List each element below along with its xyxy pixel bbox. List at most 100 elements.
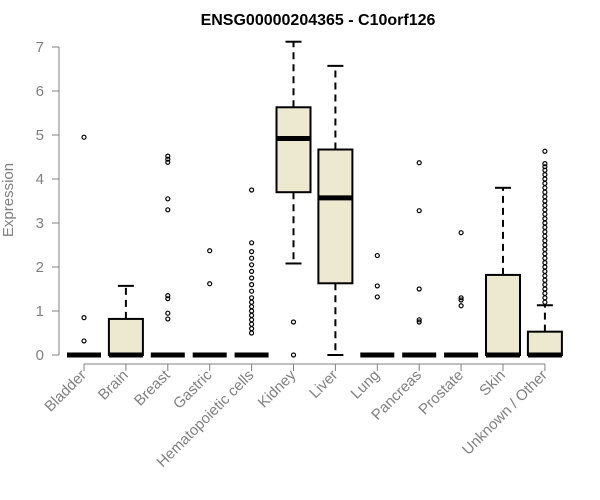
outlier-point: [416, 319, 422, 325]
outlier-point: [542, 180, 548, 186]
outlier-point: [542, 229, 548, 235]
box-group: [67, 134, 101, 358]
outlier-point: [81, 338, 87, 344]
box-group: [485, 186, 521, 358]
outlier-point: [542, 220, 548, 226]
outlier-point: [249, 330, 255, 336]
outlier-point: [542, 198, 548, 204]
box: [526, 330, 563, 356]
outlier-point: [542, 172, 548, 178]
outlier-point: [542, 264, 548, 270]
outlier-point: [207, 281, 213, 287]
box: [107, 317, 144, 357]
outlier-point: [542, 286, 548, 292]
outlier-point: [542, 216, 548, 222]
x-tick-label: Brain: [95, 367, 132, 404]
outlier-point: [165, 159, 171, 165]
outlier-point: [542, 290, 548, 296]
outlier-point: [542, 148, 548, 154]
outlier-point: [374, 294, 380, 300]
x-tick-label: Skin: [476, 367, 509, 400]
outlier-point: [249, 282, 255, 288]
outlier-point: [542, 268, 548, 274]
outlier-point: [542, 207, 548, 213]
outlier-point: [542, 194, 548, 200]
outlier-point: [458, 297, 464, 303]
outlier-point: [458, 295, 464, 301]
box-group: [526, 148, 563, 358]
outlier-point: [249, 275, 255, 281]
outlier-point: [542, 202, 548, 208]
outlier-point: [542, 211, 548, 217]
outlier-point: [542, 224, 548, 230]
outlier-point: [416, 208, 422, 214]
outlier-point: [249, 262, 255, 268]
box-group: [360, 252, 395, 358]
box-group: [107, 284, 144, 358]
outlier-point: [542, 277, 548, 283]
outlier-point: [542, 260, 548, 266]
x-tick-label: Liver: [306, 367, 341, 402]
x-tick-label: Prostate: [415, 367, 467, 419]
x-tick-label: Bladder: [41, 367, 90, 416]
outlier-point: [542, 233, 548, 239]
x-tick-label: Lung: [348, 367, 384, 403]
outlier-point: [290, 319, 297, 325]
outlier-point: [542, 273, 548, 279]
outlier-point: [374, 252, 380, 259]
y-tick-label: 5: [36, 127, 44, 144]
y-tick-label: 1: [36, 303, 44, 320]
y-tick-label: 3: [36, 215, 44, 232]
outlier-point: [249, 326, 255, 332]
y-tick-label: 7: [36, 39, 44, 56]
outlier-point: [165, 293, 171, 299]
outlier-point: [542, 255, 548, 261]
box: [275, 106, 312, 194]
outlier-point: [458, 303, 464, 309]
box: [317, 148, 354, 285]
y-tick-label: 0: [36, 347, 44, 364]
outlier-point: [542, 161, 548, 167]
box: [485, 273, 521, 357]
outlier-point: [165, 316, 171, 322]
y-tick-label: 6: [36, 83, 44, 100]
outlier-point: [165, 296, 171, 302]
y-axis: 0 1 2 3 4 5 6 7: [36, 39, 60, 364]
outlier-point: [542, 246, 548, 252]
x-tick-label: Breast: [131, 366, 174, 409]
outlier-point: [249, 288, 255, 294]
outlier-point: [542, 299, 548, 305]
outlier-point: [249, 299, 255, 305]
outlier-point: [458, 230, 464, 236]
outlier-point: [165, 207, 171, 213]
outlier-point: [542, 282, 548, 288]
outlier-point: [249, 312, 255, 318]
box-group: [150, 153, 185, 358]
outlier-point: [249, 187, 255, 193]
y-axis-label: Expression: [0, 163, 17, 237]
outlier-point: [374, 283, 380, 289]
outlier-point: [249, 295, 255, 301]
outlier-point: [542, 185, 548, 191]
outlier-point: [165, 310, 171, 316]
box-group: [192, 248, 227, 358]
outlier-point: [207, 248, 213, 254]
chart-title: ENSG00000204365 - C10orf126: [201, 12, 436, 29]
outlier-point: [249, 255, 255, 261]
x-tick-label: Kidney: [255, 366, 300, 411]
outlier-point: [249, 240, 255, 246]
outlier-point: [249, 308, 255, 314]
outlier-point: [249, 321, 255, 327]
outlier-point: [165, 153, 171, 159]
outlier-point: [290, 352, 297, 358]
outlier-point: [81, 134, 87, 140]
outlier-point: [249, 268, 255, 274]
outlier-point: [249, 317, 255, 323]
outlier-point: [416, 160, 422, 166]
outlier-point: [165, 156, 171, 162]
outlier-point: [542, 189, 548, 195]
y-tick-label: 2: [36, 259, 44, 276]
outlier-point: [165, 196, 171, 202]
